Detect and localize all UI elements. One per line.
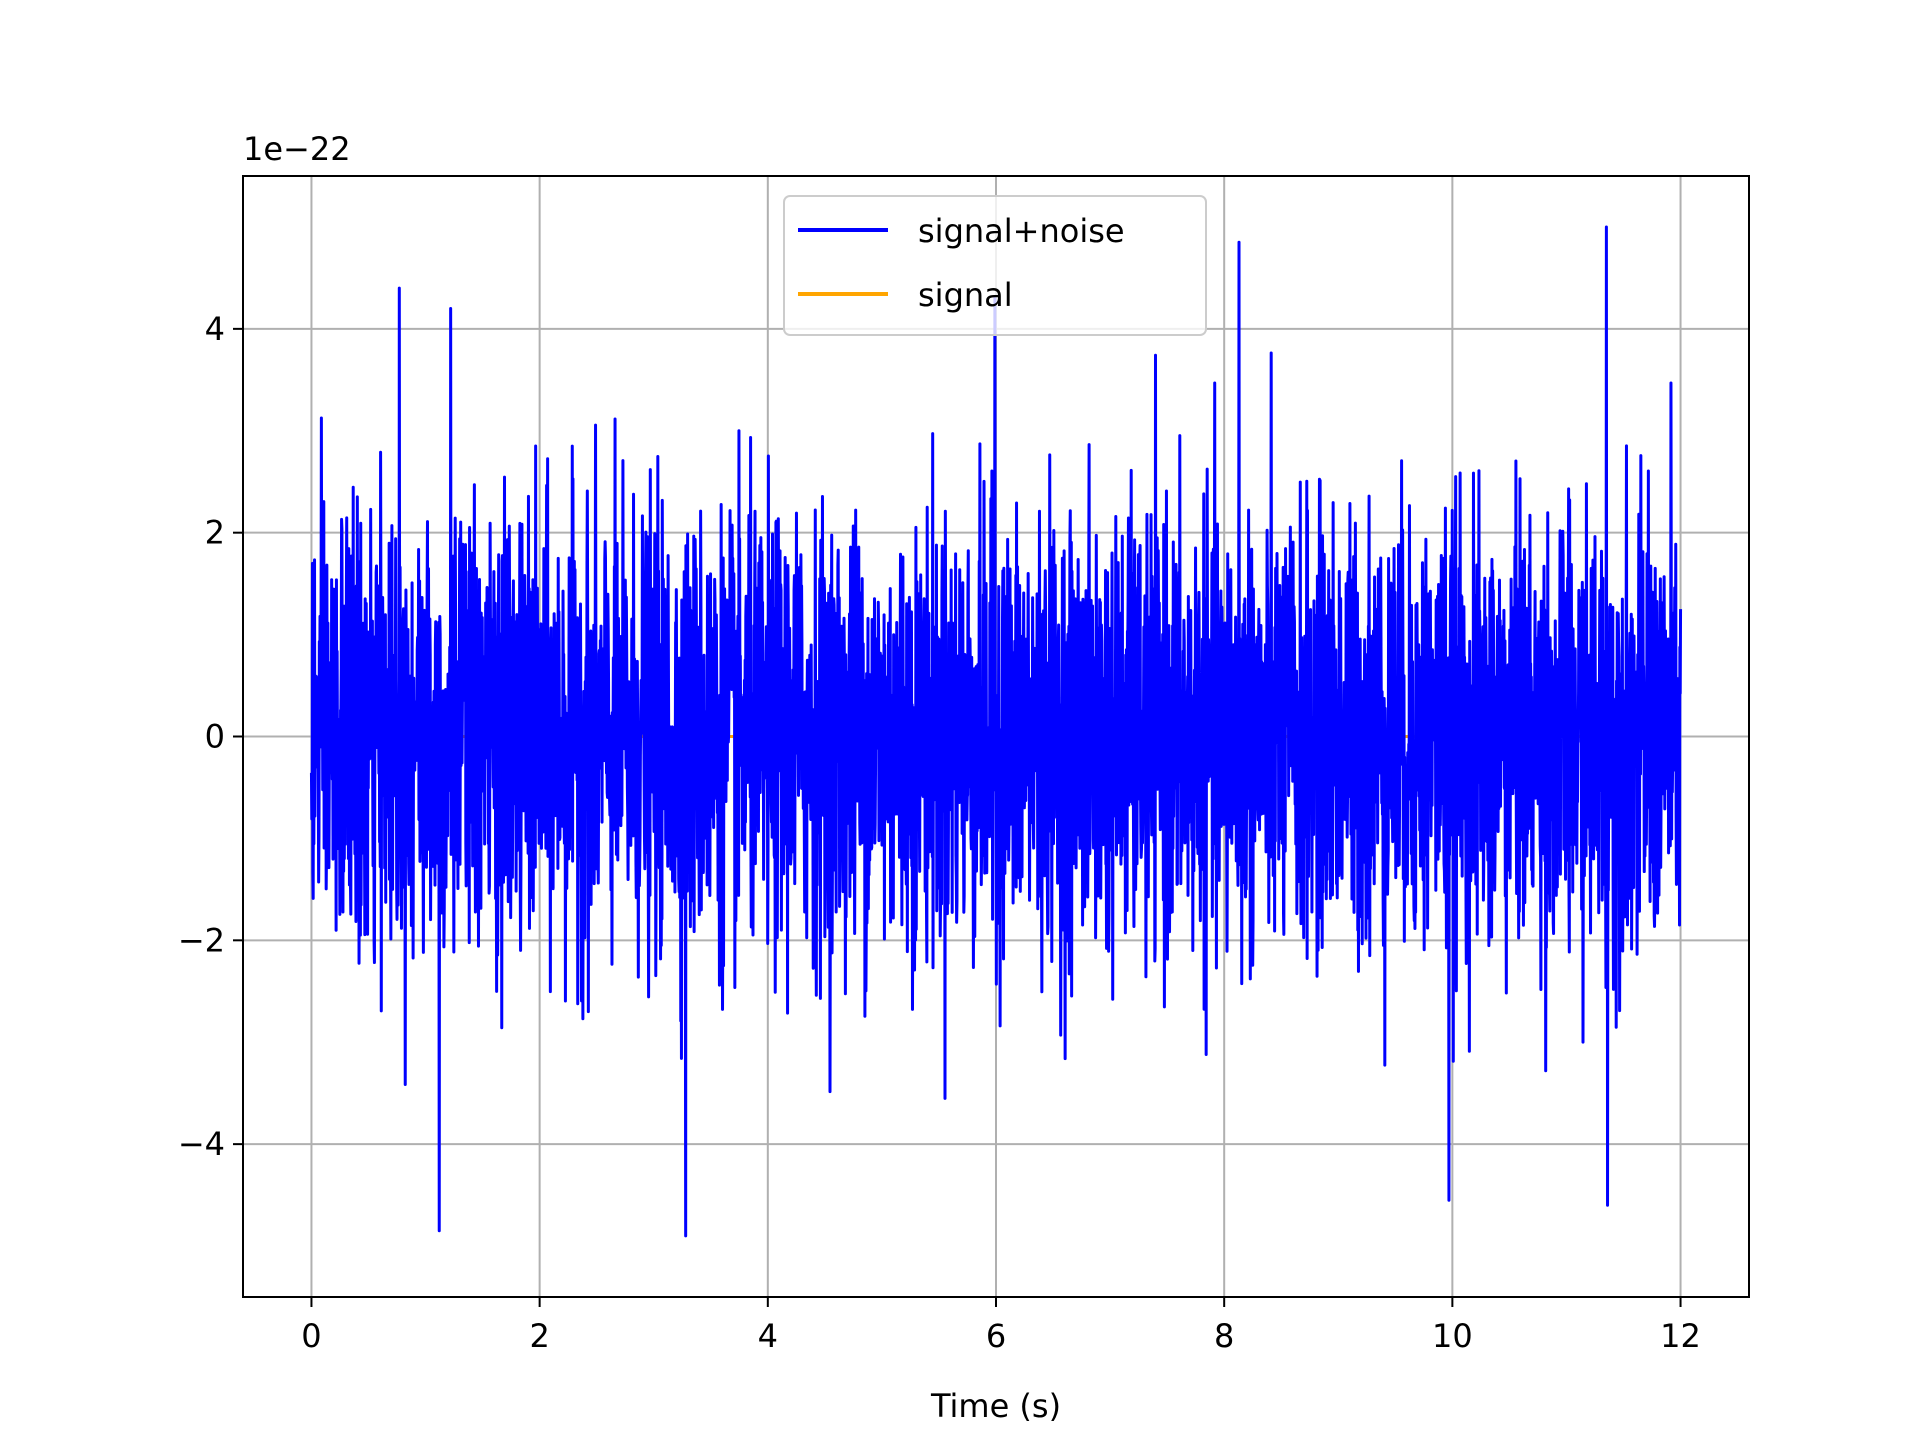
y-offset-label: 1e−22 bbox=[243, 130, 351, 168]
legend-label-signal: signal bbox=[918, 276, 1013, 314]
x-tick-label: 6 bbox=[986, 1317, 1006, 1355]
y-tick-label: −4 bbox=[178, 1125, 225, 1163]
signal-noise-series-path bbox=[309, 225, 1683, 1238]
legend-box bbox=[783, 195, 1207, 336]
y-tick-label: 2 bbox=[205, 514, 225, 552]
signal-noise-line bbox=[309, 225, 1683, 1238]
x-tick-label: 2 bbox=[529, 1317, 549, 1355]
x-axis-label: Time (s) bbox=[930, 1387, 1061, 1425]
x-tick-label: 12 bbox=[1660, 1317, 1701, 1355]
y-tick-label: 4 bbox=[205, 310, 225, 348]
x-tick-label: 0 bbox=[301, 1317, 321, 1355]
legend-label-signal-noise: signal+noise bbox=[918, 212, 1125, 250]
x-tick-label: 8 bbox=[1214, 1317, 1234, 1355]
legend: signal+noise signal bbox=[783, 195, 1207, 336]
y-tick-label: −2 bbox=[178, 921, 225, 959]
y-axis-ticks: −4 −2 0 2 4 bbox=[178, 310, 243, 1163]
x-tick-label: 10 bbox=[1432, 1317, 1473, 1355]
y-tick-label: 0 bbox=[205, 718, 225, 756]
x-axis-ticks: 0 2 4 6 8 10 12 bbox=[301, 1297, 1701, 1355]
x-tick-label: 4 bbox=[758, 1317, 778, 1355]
